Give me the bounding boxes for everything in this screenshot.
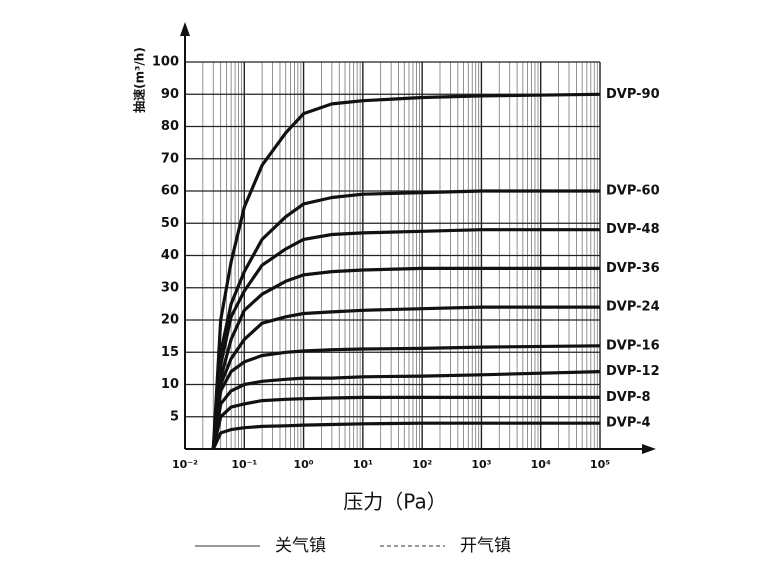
series-line — [211, 421, 600, 450]
series-line — [211, 228, 600, 450]
y-tick-label: 30 — [161, 280, 179, 295]
series-label: DVP-4 — [606, 416, 651, 431]
x-tick-label: 10³ — [471, 458, 491, 471]
y-tick-label: 60 — [161, 184, 179, 199]
series-label: DVP-8 — [606, 390, 651, 405]
x-tick-label: 10¹ — [353, 458, 373, 471]
x-axis-arrow — [642, 444, 656, 454]
series-label: DVP-12 — [606, 364, 660, 379]
y-tick-label: 80 — [161, 119, 179, 134]
y-tick-label: 100 — [152, 55, 179, 70]
legend-label: 开气镇 — [460, 536, 511, 556]
y-tick-label: 40 — [161, 248, 179, 263]
y-tick-label: 10 — [161, 377, 179, 392]
legend-label: 关气镇 — [275, 536, 326, 556]
series-label: DVP-60 — [606, 184, 660, 199]
series-label: DVP-24 — [606, 300, 660, 315]
y-tick-label: 70 — [161, 151, 179, 166]
y-tick-label: 15 — [161, 345, 179, 360]
series-label: DVP-16 — [606, 338, 660, 353]
y-tick-label: 50 — [161, 216, 179, 231]
y-axis-arrow — [180, 22, 190, 36]
y-tick-label: 90 — [161, 87, 179, 102]
x-tick-label: 10² — [412, 458, 432, 471]
series-line — [211, 266, 600, 450]
x-tick-label: 10⁴ — [531, 458, 551, 471]
x-tick-label: 10⁰ — [294, 458, 314, 471]
y-axis-label: 抽速(m³/h) — [132, 47, 147, 113]
series-line — [211, 92, 601, 450]
y-tick-label: 5 — [170, 409, 179, 424]
x-tick-label: 10⁻¹ — [231, 458, 257, 471]
series-line — [211, 344, 601, 450]
x-axis-label: 压力（Pa） — [343, 490, 446, 514]
series-label: DVP-36 — [606, 261, 660, 276]
series-line — [211, 395, 600, 450]
x-tick-label: 10⁵ — [590, 458, 610, 471]
series-line — [211, 189, 600, 450]
series-label: DVP-90 — [606, 87, 660, 102]
y-tick-label: 20 — [161, 313, 179, 328]
series-line — [211, 305, 600, 450]
series-label: DVP-48 — [606, 222, 660, 237]
x-tick-label: 10⁻² — [172, 458, 198, 471]
series-line — [211, 370, 601, 450]
